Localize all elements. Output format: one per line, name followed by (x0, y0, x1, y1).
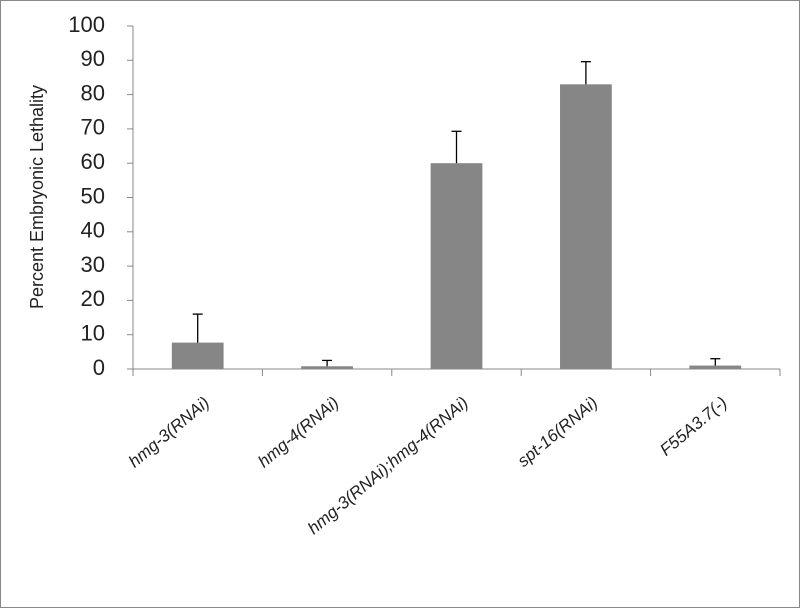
y-tick-label: 10 (81, 321, 105, 346)
y-tick-label: 100 (68, 12, 105, 37)
error-bar (322, 359, 333, 367)
y-tick-label: 60 (81, 149, 105, 174)
y-tick-label: 40 (81, 218, 105, 243)
y-tick-label: 90 (81, 46, 105, 71)
error-bar (710, 358, 721, 366)
error-bar (580, 61, 591, 85)
bar (689, 365, 742, 369)
y-tick-label: 70 (81, 115, 105, 140)
bar (301, 366, 353, 369)
y-tick-label: 50 (81, 183, 105, 208)
error-bar (451, 130, 462, 164)
y-axis-label: Percent Embryonic Lethality (27, 85, 47, 309)
y-tick-label: 80 (81, 80, 105, 105)
bar (171, 342, 224, 369)
bar (560, 84, 612, 369)
error-bar (192, 313, 203, 343)
y-tick-label: 0 (93, 355, 105, 380)
y-tick-label: 30 (81, 252, 105, 277)
y-tick-label: 20 (81, 286, 105, 311)
bar (430, 163, 483, 369)
